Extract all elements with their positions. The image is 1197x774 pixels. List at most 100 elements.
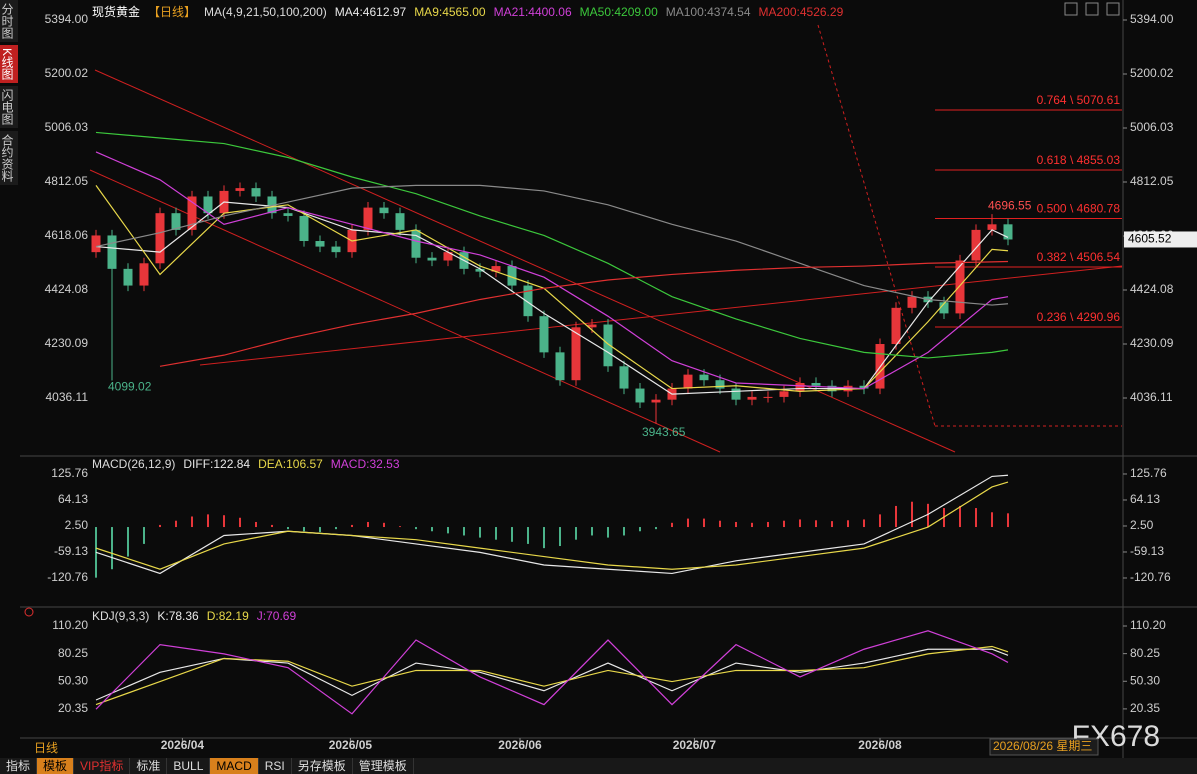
candle-body (891, 307, 901, 345)
x-tick-label: 2026/05 (329, 738, 373, 752)
annotation: 3943.65 (642, 425, 686, 439)
sidebar-tab[interactable]: K线图 (0, 45, 18, 84)
y-tick-label: 110.20 (1130, 618, 1166, 632)
y-tick-label: 4618.06 (45, 228, 89, 242)
y-tick-label: -59.13 (54, 544, 88, 558)
legend-value: 4374.54 (707, 5, 751, 19)
legend-item: MA4:4612.97 (335, 5, 406, 19)
y-tick-label: 5200.02 (1130, 66, 1174, 80)
kdj-icon[interactable] (24, 607, 34, 617)
legend-name: MA200: (758, 5, 800, 19)
ma-line (159, 260, 1009, 367)
macd-bar (239, 517, 241, 528)
macd-bar (383, 522, 385, 528)
macd-bar (863, 519, 865, 528)
y-tick-label: 50.30 (1130, 673, 1160, 687)
candle-body (763, 396, 773, 398)
y-tick-label: 80.25 (58, 646, 88, 660)
macd-line (95, 481, 1009, 570)
y-tick-label: 4812.05 (1130, 174, 1174, 188)
symbol: 现货黄金 (92, 5, 141, 19)
candle-body (235, 188, 245, 191)
date-label: 2026/08/26 星期三 (993, 739, 1092, 753)
candle-body (555, 352, 565, 381)
legend-value: 70.69 (266, 609, 297, 623)
macd-bar (191, 516, 193, 528)
y-tick-label: -59.13 (1130, 544, 1164, 558)
candle-body (411, 229, 421, 258)
macd-bar (495, 527, 497, 540)
legend-item: DIFF:122.84 (183, 457, 250, 471)
candle-body (427, 257, 437, 261)
toolbar-item[interactable]: 另存模板 (292, 758, 353, 774)
candle-body (107, 235, 117, 269)
macd-bar (735, 521, 737, 528)
candle-body (507, 266, 517, 286)
sidebar-tab[interactable]: 合约资料 (0, 131, 18, 186)
candle-body (331, 246, 341, 253)
price-tag (1124, 231, 1197, 248)
candle-body (779, 391, 789, 397)
toolbar-item[interactable]: RSI (259, 758, 292, 774)
macd-title: MACD(26,12,9) (92, 457, 176, 471)
candle-body (1003, 224, 1013, 240)
toolbar-item[interactable]: MACD (210, 758, 259, 774)
macd-bar (815, 520, 817, 528)
legend-item: DEA:106.57 (258, 457, 323, 471)
candle-body (379, 207, 389, 214)
legend-value: 122.84 (213, 457, 251, 471)
macd-bar (463, 527, 465, 536)
macd-bar (751, 522, 753, 528)
toolbar-item[interactable]: 指标 (0, 758, 38, 774)
candle-body (203, 196, 213, 214)
macd-bar (127, 527, 129, 557)
candle-body (635, 388, 645, 403)
candle-body (395, 213, 405, 230)
candle-body (939, 302, 949, 314)
toolbar-item[interactable]: 模板 (37, 758, 75, 774)
candle-body (987, 224, 997, 230)
y-tick-label: 2.50 (65, 518, 89, 532)
date-box (989, 738, 1099, 756)
macd-bar (431, 527, 433, 532)
sidebar-tab[interactable]: 分时图 (0, 0, 18, 42)
toolbar-item[interactable]: VIP指标 (74, 758, 131, 774)
macd-bar (303, 527, 305, 532)
legend-name: MACD: (330, 457, 370, 471)
macd-bar (719, 520, 721, 528)
legend-value: 106.57 (286, 457, 323, 471)
candle-body (603, 324, 613, 367)
candle-body (955, 260, 965, 314)
candle-body (523, 285, 533, 317)
toolbar-item[interactable]: BULL (167, 758, 211, 774)
legend-name: J: (256, 609, 267, 623)
legend-value: 4565.00 (442, 5, 486, 19)
candle-body (251, 188, 261, 197)
toolbar-item[interactable]: 管理模板 (353, 758, 414, 774)
y-tick-label: 4230.09 (45, 336, 89, 350)
legend-name: MA9: (414, 5, 443, 19)
candle-body (683, 374, 693, 389)
x-tick-label: 2026/04 (161, 738, 205, 752)
price-tag-label: 4605.52 (1128, 232, 1172, 246)
period-label: 日线 (34, 741, 58, 755)
period: 【日线】 (148, 5, 197, 19)
toolbar-item[interactable]: 标准 (130, 758, 168, 774)
legend-value: 32.53 (369, 457, 400, 471)
y-tick-label: 5006.03 (1130, 120, 1174, 134)
macd-bar (703, 518, 705, 528)
macd-bar (175, 520, 177, 528)
legend-item: K:78.36 (157, 609, 198, 623)
ma-line (95, 131, 1009, 359)
macd-bar (591, 527, 593, 536)
candle-body (907, 296, 917, 308)
x-tick-label: 2026/07 (673, 738, 717, 752)
legend-name: DIFF: (183, 457, 214, 471)
legend-name: MA21: (493, 5, 529, 19)
y-tick-label: 5006.03 (45, 120, 89, 134)
candle-body (715, 380, 725, 389)
ma-line (95, 201, 1009, 395)
sidebar-tab[interactable]: 闪电图 (0, 86, 18, 129)
x-tick-label: 2026/06 (498, 738, 542, 752)
